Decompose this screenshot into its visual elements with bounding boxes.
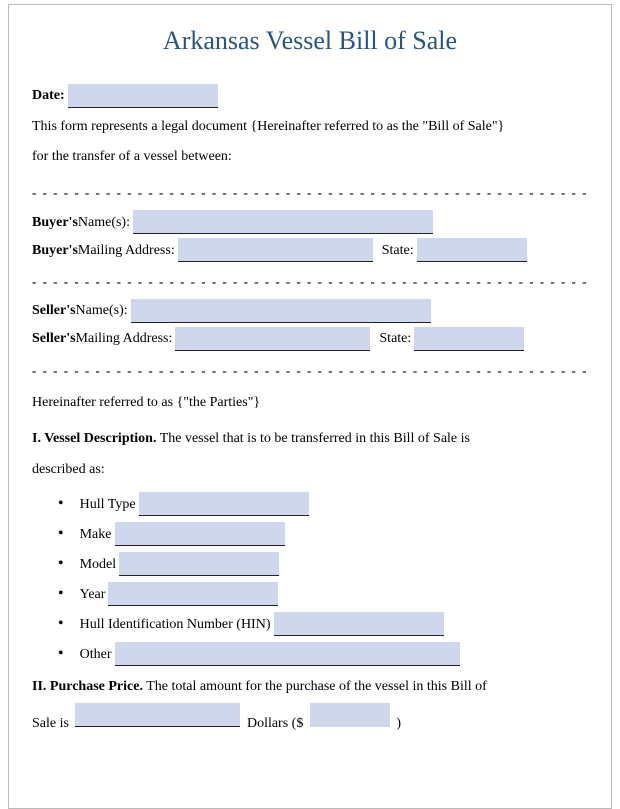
seller-addr-label: Mailing Address: xyxy=(76,328,173,350)
section-1-head: I. Vessel Description. xyxy=(32,431,156,446)
buyer-addr-label-bold: Buyer's xyxy=(32,240,78,262)
other-field[interactable] xyxy=(115,642,460,666)
section-1-para: I. Vessel Description. The vessel that i… xyxy=(32,424,588,486)
intro-line-2: for the transfer of a vessel between: xyxy=(32,149,232,164)
intro-line-1: This form represents a legal document {H… xyxy=(32,119,504,134)
seller-name-label: Name(s): xyxy=(76,300,128,322)
buyer-address-row: Buyer's Mailing Address: State: xyxy=(32,238,588,262)
section-2-rest: The total amount for the purchase of the… xyxy=(146,679,487,694)
hull-type-field[interactable] xyxy=(139,492,309,516)
divider-3: - - - - - - - - - - - - - - - - - - - - … xyxy=(32,361,588,382)
bullet-icon: • xyxy=(58,552,64,576)
bullet-icon: • xyxy=(58,492,64,516)
buyer-name-label: Name(s): xyxy=(78,212,130,234)
list-item: • Other xyxy=(58,642,588,666)
date-label: Date: xyxy=(32,85,65,107)
hin-label: Hull Identification Number (HIN) xyxy=(80,614,271,636)
seller-state-label: State: xyxy=(379,328,411,350)
list-item: • Year xyxy=(58,582,588,606)
price-words-field[interactable] xyxy=(75,703,240,727)
buyer-address-field[interactable] xyxy=(178,238,373,262)
seller-name-label-bold: Seller's xyxy=(32,300,76,322)
other-label: Other xyxy=(80,644,112,666)
seller-name-field[interactable] xyxy=(131,299,431,323)
year-field[interactable] xyxy=(108,582,278,606)
parties-line: Hereinafter referred to as {"the Parties… xyxy=(32,388,588,419)
buyer-name-label-bold: Buyer's xyxy=(32,212,78,234)
bullet-icon: • xyxy=(58,522,64,546)
buyer-state-label: State: xyxy=(382,240,414,262)
seller-name-row: Seller's Name(s): xyxy=(32,299,588,323)
divider-2: - - - - - - - - - - - - - - - - - - - - … xyxy=(32,272,588,293)
hin-field[interactable] xyxy=(274,612,444,636)
buyer-state-field[interactable] xyxy=(417,238,527,262)
bullet-icon: • xyxy=(58,582,64,606)
divider-1: - - - - - - - - - - - - - - - - - - - - … xyxy=(32,183,588,204)
make-field[interactable] xyxy=(115,522,285,546)
buyer-addr-label: Mailing Address: xyxy=(78,240,175,262)
price-amount-field[interactable] xyxy=(310,703,390,727)
bullet-icon: • xyxy=(58,642,64,666)
date-field[interactable] xyxy=(68,84,218,108)
seller-address-field[interactable] xyxy=(175,327,370,351)
model-label: Model xyxy=(80,554,117,576)
make-label: Make xyxy=(80,524,112,546)
list-item: • Make xyxy=(58,522,588,546)
buyer-name-row: Buyer's Name(s): xyxy=(32,210,588,234)
buyer-name-field[interactable] xyxy=(133,210,433,234)
seller-addr-label-bold: Seller's xyxy=(32,328,76,350)
vessel-description-list: • Hull Type • Make • Model • Year • Hull… xyxy=(58,492,588,666)
section-2-line2b: Dollars ($ xyxy=(247,716,303,731)
model-field[interactable] xyxy=(119,552,279,576)
section-2-line2c: ) xyxy=(396,716,401,731)
seller-state-field[interactable] xyxy=(414,327,524,351)
bullet-icon: • xyxy=(58,612,64,636)
section-1-line2: described as: xyxy=(32,462,105,477)
list-item: • Hull Type xyxy=(58,492,588,516)
seller-address-row: Seller's Mailing Address: State: xyxy=(32,327,588,351)
hull-type-label: Hull Type xyxy=(80,494,136,516)
intro-paragraph: This form represents a legal document {H… xyxy=(32,112,588,174)
list-item: • Model xyxy=(58,552,588,576)
page-title: Arkansas Vessel Bill of Sale xyxy=(32,20,588,62)
section-2-para: II. Purchase Price. The total amount for… xyxy=(32,672,588,740)
list-item: • Hull Identification Number (HIN) xyxy=(58,612,588,636)
section-2-head: II. Purchase Price. xyxy=(32,679,143,694)
year-label: Year xyxy=(80,584,106,606)
section-1-rest: The vessel that is to be transferred in … xyxy=(160,431,470,446)
section-2-line2a: Sale is xyxy=(32,716,69,731)
date-row: Date: xyxy=(32,84,588,108)
